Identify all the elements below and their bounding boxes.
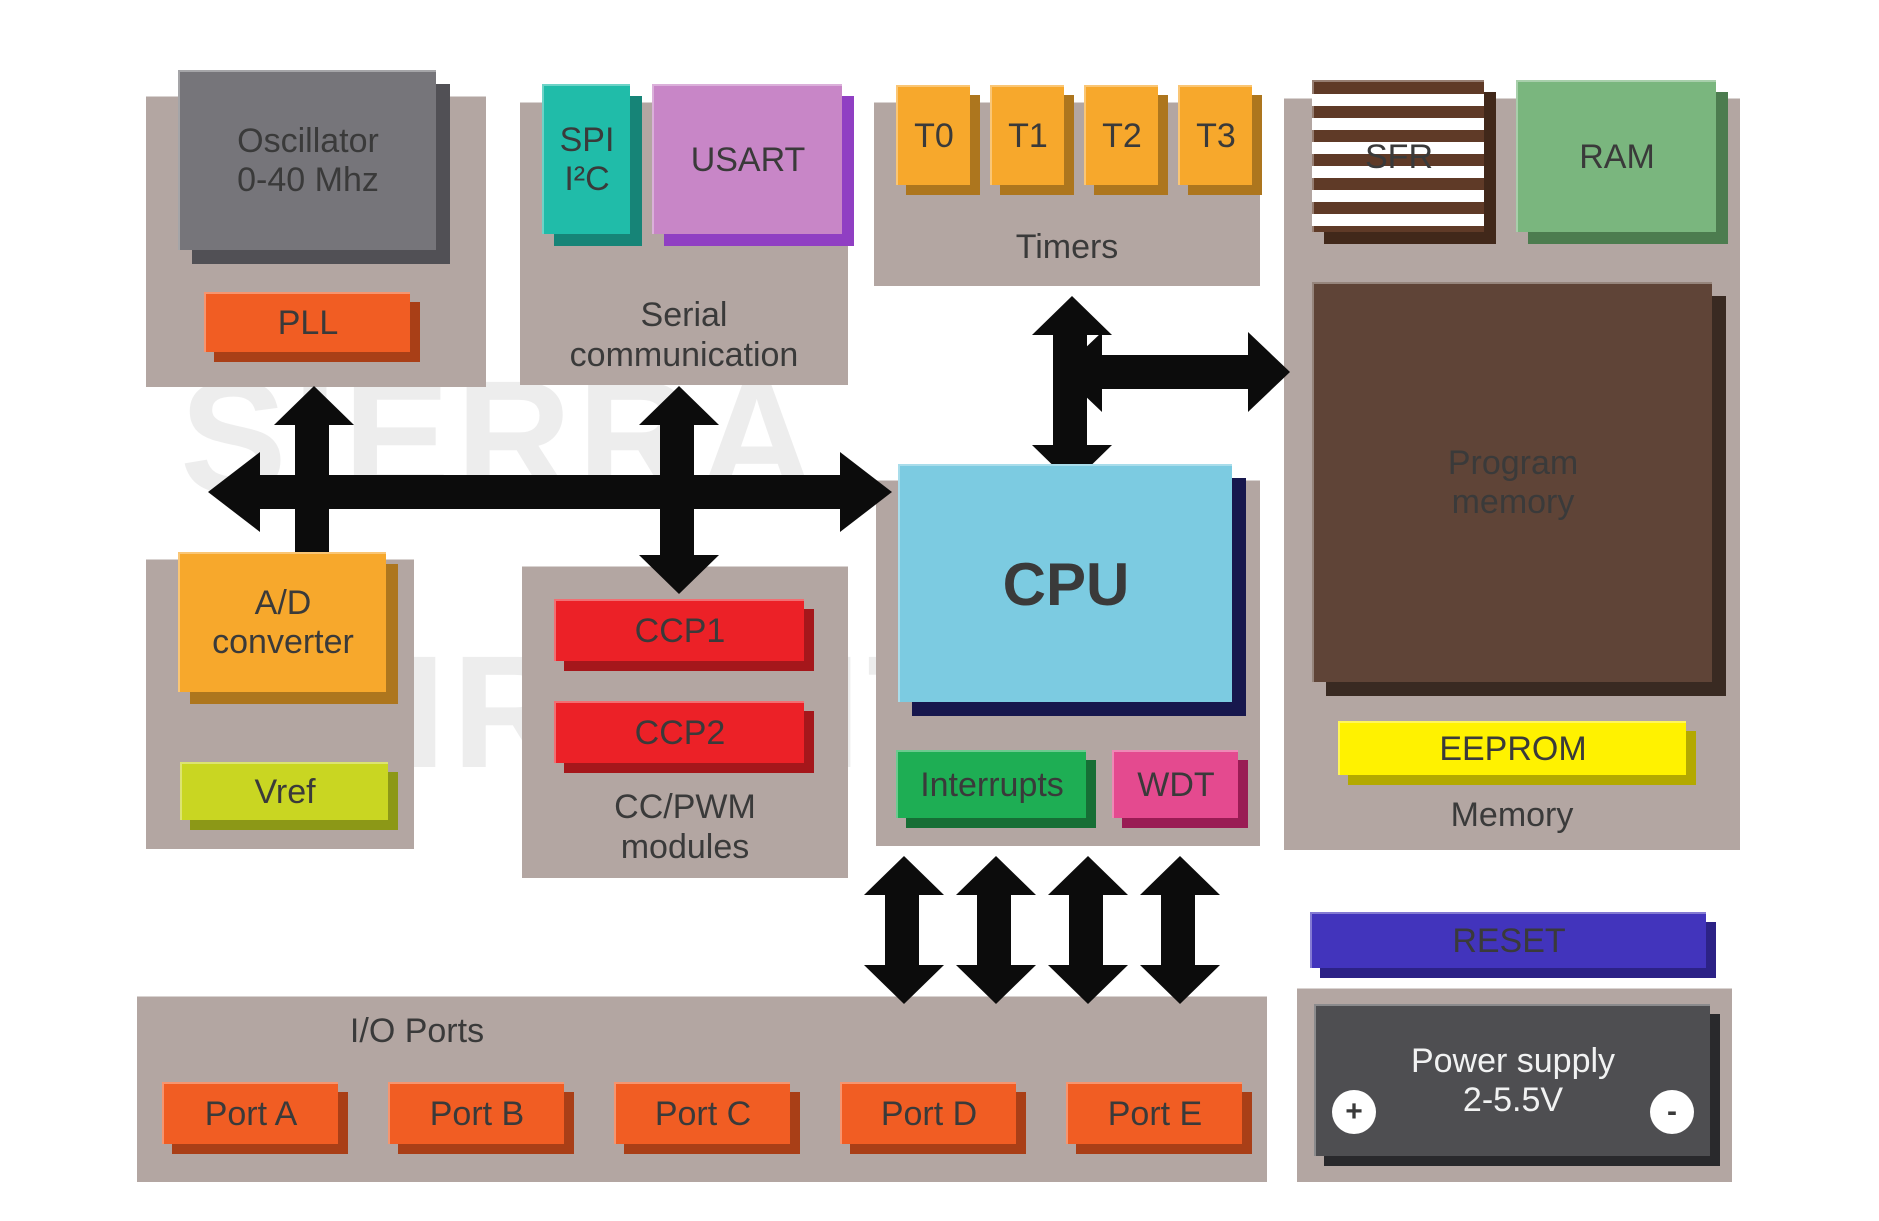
pwm-label-1: CC/PWM	[522, 788, 848, 827]
t3-label: T3	[1196, 117, 1236, 156]
portd-block: Port D	[840, 1082, 1016, 1144]
spi-line1: SPI	[560, 121, 615, 160]
ram-block: RAM	[1516, 80, 1716, 232]
vref-block: Vref	[180, 762, 388, 820]
porte-block: Port E	[1066, 1082, 1242, 1144]
interrupts-block: Interrupts	[896, 750, 1086, 818]
ccp2-label: CCP2	[635, 714, 726, 753]
serial-label-2: communication	[520, 336, 848, 375]
t3-block: T3	[1178, 85, 1252, 185]
pwm-label-2: modules	[522, 828, 848, 867]
reset-block: RESET	[1310, 912, 1706, 968]
ccp2-block: CCP2	[554, 701, 804, 763]
timers-label: Timers	[874, 228, 1260, 267]
power-minus-icon: -	[1650, 1090, 1694, 1134]
t1-block: T1	[990, 85, 1064, 185]
porta-label: Port A	[205, 1095, 298, 1134]
power-block: Power supply 2-5.5V	[1314, 1004, 1710, 1156]
eeprom-block: EEPROM	[1338, 721, 1686, 775]
adc-line2: converter	[212, 623, 354, 662]
usart-block: USART	[652, 84, 842, 234]
vref-label: Vref	[254, 773, 315, 812]
cpu-label: CPU	[1003, 550, 1130, 619]
ccp1-label: CCP1	[635, 612, 726, 651]
t2-block: T2	[1084, 85, 1158, 185]
t0-label: T0	[914, 117, 954, 156]
adc-line1: A/D	[255, 584, 312, 623]
ioports-label: I/O Ports	[137, 1012, 697, 1051]
oscillator-line2: 0-40 Mhz	[237, 161, 379, 200]
spi-line2: I²C	[564, 160, 609, 199]
pll-block: PLL	[204, 292, 410, 352]
oscillator-line1: Oscillator	[237, 122, 379, 161]
progmem-line2: memory	[1452, 483, 1575, 522]
power-plus-icon: +	[1332, 1090, 1376, 1134]
t1-label: T1	[1008, 117, 1048, 156]
portc-block: Port C	[614, 1082, 790, 1144]
sfr-label: SFR	[1359, 136, 1439, 179]
progmem-line1: Program	[1448, 444, 1578, 483]
oscillator-block: Oscillator 0-40 Mhz	[178, 70, 436, 250]
wdt-label: WDT	[1137, 766, 1214, 805]
ram-label: RAM	[1579, 138, 1655, 177]
sfr-block: SFR	[1312, 80, 1484, 232]
portb-block: Port B	[388, 1082, 564, 1144]
t2-label: T2	[1102, 117, 1142, 156]
portc-label: Port C	[655, 1095, 751, 1134]
memory-label: Memory	[1284, 796, 1740, 835]
porte-label: Port E	[1108, 1095, 1202, 1134]
interrupts-label: Interrupts	[920, 766, 1064, 805]
serial-label-1: Serial	[520, 296, 848, 335]
wdt-block: WDT	[1112, 750, 1238, 818]
portd-label: Port D	[881, 1095, 977, 1134]
progmem-block: Program memory	[1312, 282, 1712, 682]
reset-label: RESET	[1452, 922, 1565, 961]
eeprom-label: EEPROM	[1439, 730, 1586, 769]
plus-sign: +	[1345, 1095, 1363, 1129]
power-line2: 2-5.5V	[1463, 1081, 1563, 1120]
adc-block: A/D converter	[178, 552, 386, 692]
cpu-block: CPU	[898, 464, 1232, 702]
t0-block: T0	[896, 85, 970, 185]
portb-label: Port B	[430, 1095, 524, 1134]
minus-sign: -	[1667, 1095, 1677, 1129]
pll-label: PLL	[278, 304, 339, 343]
spi-block: SPI I²C	[542, 84, 630, 234]
porta-block: Port A	[162, 1082, 338, 1144]
ccp1-block: CCP1	[554, 599, 804, 661]
usart-label: USART	[691, 141, 806, 180]
power-line1: Power supply	[1411, 1042, 1615, 1081]
